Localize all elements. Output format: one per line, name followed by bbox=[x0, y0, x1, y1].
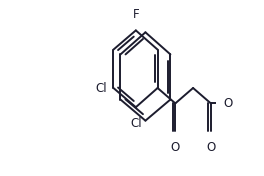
Text: F: F bbox=[133, 8, 139, 21]
Text: Cl: Cl bbox=[95, 81, 107, 95]
Text: Cl: Cl bbox=[130, 117, 142, 130]
Text: O: O bbox=[206, 141, 215, 154]
Text: O: O bbox=[171, 141, 180, 154]
Text: O: O bbox=[224, 97, 233, 110]
